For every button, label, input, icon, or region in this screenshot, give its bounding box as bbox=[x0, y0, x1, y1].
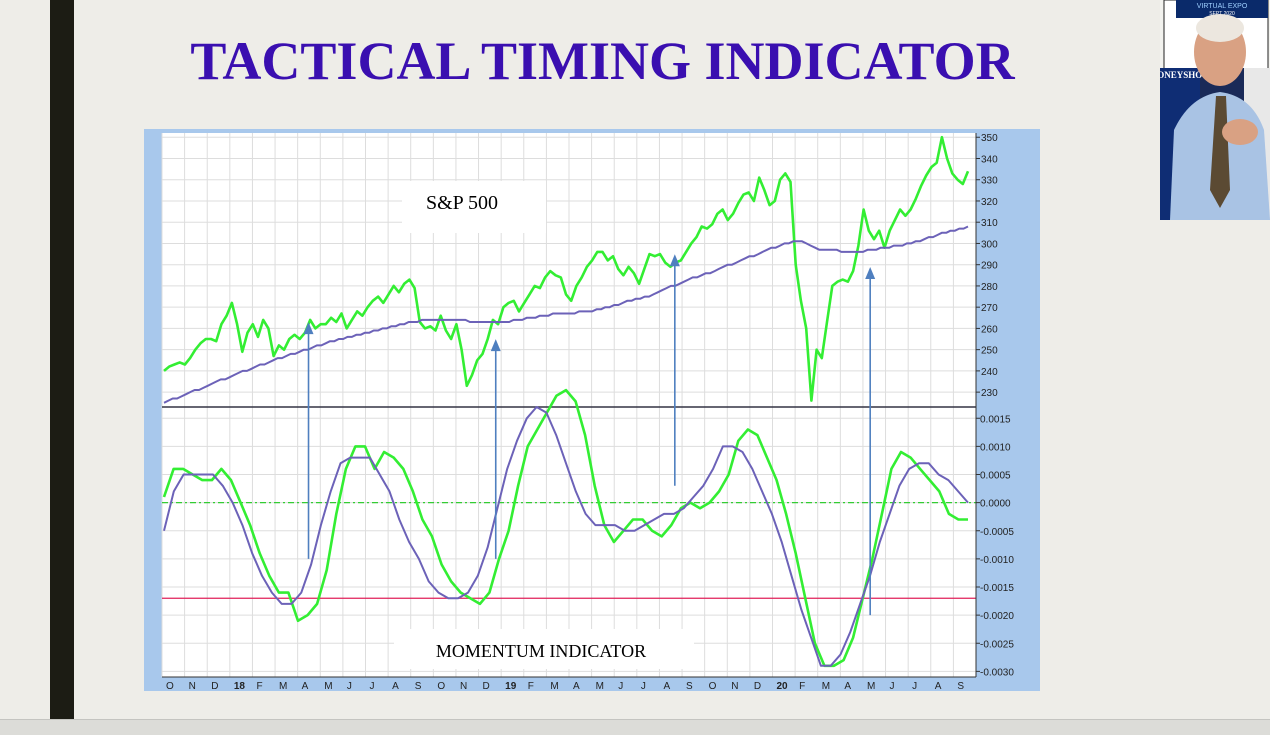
x-tick-label: N bbox=[189, 681, 196, 691]
presenter-hand bbox=[1222, 119, 1258, 145]
signal-arrow-head bbox=[303, 322, 314, 335]
y-tick-label: 280 bbox=[981, 282, 998, 293]
x-tick-label: J bbox=[890, 681, 895, 691]
y-tick-label: 330 bbox=[981, 176, 998, 187]
x-tick-label: D bbox=[483, 681, 490, 691]
x-tick-label: S bbox=[957, 681, 964, 691]
x-tick-label: A bbox=[392, 681, 399, 691]
x-tick-label: A bbox=[573, 681, 580, 691]
x-tick-label: A bbox=[302, 681, 309, 691]
y-tick-label: 270 bbox=[981, 303, 998, 314]
momentum-signal-line bbox=[163, 406, 969, 667]
y-tick-label: 0.0005 bbox=[980, 471, 1011, 482]
sp500-label: S&P 500 bbox=[426, 192, 498, 214]
y-tick-label: 310 bbox=[981, 218, 998, 229]
x-tick-label: O bbox=[166, 681, 174, 691]
tactical-timing-chart: S&P 500 MOMENTUM INDICATOR 230 240 250 260 2… bbox=[144, 129, 1040, 691]
x-tick-label: M bbox=[596, 681, 604, 691]
x-tick-label: S bbox=[415, 681, 422, 691]
y-tick-label: 340 bbox=[981, 154, 998, 165]
moneyshow-sign: MONEYSHOW bbox=[1160, 70, 1211, 80]
momentum-line bbox=[162, 388, 968, 668]
x-tick-label: A bbox=[935, 681, 942, 691]
presenter-tie bbox=[1210, 96, 1230, 208]
x-tick-label: N bbox=[460, 681, 467, 691]
x-tick-label: M bbox=[550, 681, 558, 691]
x-tick-label: F bbox=[528, 681, 534, 691]
momentum-label-box bbox=[394, 629, 694, 669]
x-tick-label: M bbox=[867, 681, 875, 691]
y-tick-label: -0.0025 bbox=[980, 639, 1014, 650]
sp500-label-box bbox=[402, 181, 546, 233]
x-tick-label: M bbox=[279, 681, 287, 691]
expo-banner-date: SEPT 2020 bbox=[1209, 11, 1235, 17]
x-tick-label: F bbox=[256, 681, 262, 691]
y-tick-label: 240 bbox=[981, 367, 998, 378]
x-axis-ticks: O N D 18 F M A M J J A S O N D 19 F M A M J J A S O N D 20 F M A M J J A S bbox=[162, 676, 976, 691]
y-tick-label: 260 bbox=[981, 324, 998, 335]
x-tick-label: S bbox=[686, 681, 693, 691]
y-tick-label: -0.0030 bbox=[980, 667, 1014, 678]
y-tick-label: 320 bbox=[981, 197, 998, 208]
signal-arrow-head bbox=[669, 254, 680, 267]
x-tick-label: J bbox=[370, 681, 375, 691]
x-tick-label: 20 bbox=[777, 681, 789, 691]
x-tick-label: 18 bbox=[234, 681, 246, 691]
x-tick-label: J bbox=[347, 681, 352, 691]
bottom-scroll-strip bbox=[0, 719, 1270, 735]
slide-title: TACTICAL TIMING INDICATOR bbox=[190, 31, 1015, 91]
x-tick-label: D bbox=[211, 681, 218, 691]
y-tick-label: 0.0015 bbox=[980, 414, 1011, 425]
x-tick-label: J bbox=[618, 681, 623, 691]
y-tick-label: -0.0010 bbox=[980, 555, 1014, 566]
signal-arrow-head bbox=[865, 266, 876, 279]
series-lines bbox=[162, 135, 970, 668]
y-tick-label: -0.0005 bbox=[980, 527, 1014, 538]
x-tick-label: M bbox=[324, 681, 332, 691]
expo-banner bbox=[1176, 0, 1268, 18]
y-tick-label: 350 bbox=[981, 133, 998, 144]
signal-arrow-head bbox=[490, 339, 501, 352]
presenter-video: VIRTUAL EXPO SEPT 2020 MONEYSHOW bbox=[1160, 0, 1270, 220]
y-axis-ticks: 230 240 250 260 270 280 290 300 310 320 330 340 350 0… bbox=[975, 133, 1014, 678]
y-tick-label: 290 bbox=[981, 261, 998, 272]
chart-svg: S&P 500 MOMENTUM INDICATOR 2302402502602… bbox=[144, 129, 1040, 691]
x-tick-label: A bbox=[844, 681, 851, 691]
x-tick-label: O bbox=[437, 681, 445, 691]
expo-banner-text: VIRTUAL EXPO bbox=[1197, 3, 1248, 10]
x-tick-label: F bbox=[799, 681, 805, 691]
x-tick-label: M bbox=[822, 681, 830, 691]
x-tick-label: J bbox=[912, 681, 917, 691]
y-tick-label: 0.0010 bbox=[980, 442, 1011, 453]
signal-arrows bbox=[303, 254, 876, 616]
y-tick-label: -0.0015 bbox=[980, 583, 1014, 594]
y-tick-label: 300 bbox=[981, 239, 998, 250]
y-tick-label: 0.0000 bbox=[980, 499, 1011, 510]
y-tick-label: -0.0020 bbox=[980, 611, 1014, 622]
x-tick-label: 19 bbox=[505, 681, 517, 691]
y-tick-label: 230 bbox=[981, 388, 998, 399]
x-tick-label: J bbox=[641, 681, 646, 691]
slide-left-bar bbox=[50, 0, 74, 720]
x-tick-label: N bbox=[731, 681, 738, 691]
y-tick-label: 250 bbox=[981, 346, 998, 357]
momentum-label: MOMENTUM INDICATOR bbox=[436, 641, 646, 661]
x-tick-label: O bbox=[709, 681, 717, 691]
x-tick-label: D bbox=[754, 681, 761, 691]
sp500-moving-average-line bbox=[163, 225, 969, 404]
sp500-price-line bbox=[163, 135, 970, 402]
x-tick-label: A bbox=[663, 681, 670, 691]
chart-grid bbox=[161, 133, 977, 677]
presenter-webcam: VIRTUAL EXPO SEPT 2020 MONEYSHOW bbox=[1160, 0, 1270, 220]
